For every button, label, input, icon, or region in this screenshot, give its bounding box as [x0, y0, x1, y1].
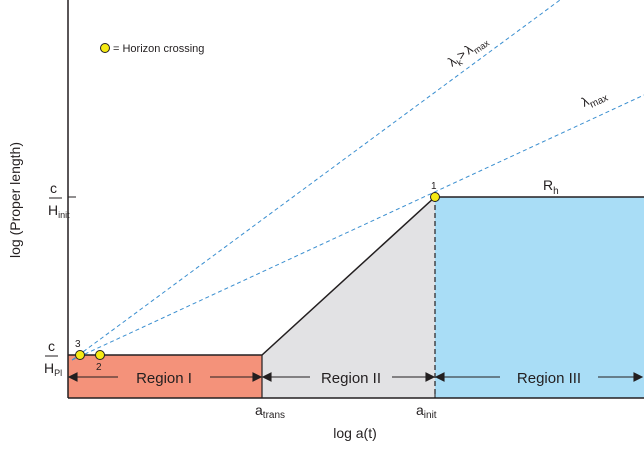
region-2-arrowhead-left: [261, 372, 272, 382]
horizon-crossing-1: [430, 192, 440, 202]
x-axis-label: log a(t): [333, 425, 377, 441]
region-1-arrowhead-right: [252, 372, 263, 382]
x-tick-label-trans: atrans: [255, 402, 285, 421]
lambda-k-label: λk>λmax: [445, 31, 492, 72]
lambda-max-label: λmax: [579, 85, 610, 113]
y-label-c-over-h-init: c Hinit: [48, 180, 70, 220]
region-3-label: Region III: [517, 370, 581, 387]
y-axis-label: log (Proper length): [7, 142, 23, 258]
legend-label: = Horizon crossing: [113, 43, 204, 55]
y-pl-numerator: c: [48, 338, 55, 354]
y-init-denominator: Hinit: [48, 202, 70, 220]
hubble-radius-curve: [68, 196, 644, 356]
lambda-k-line: [71, 0, 561, 361]
y-init-numerator: c: [50, 180, 57, 196]
crossing-label-3: 3: [75, 339, 81, 350]
region-2-arrowhead-right: [425, 372, 436, 382]
region-2-label: Region II: [321, 370, 381, 387]
hubble-radius-label: Rh: [543, 177, 559, 197]
crossing-label-2: 2: [96, 362, 102, 373]
region-3-arrowhead-left: [434, 372, 445, 382]
lambda-max-line: [71, 94, 644, 361]
region-3-arrowhead-right: [633, 372, 644, 382]
horizon-crossing-2: [95, 350, 105, 360]
y-label-c-over-h-pl: c HPl: [44, 338, 62, 378]
horizon-crossing-3: [75, 350, 85, 360]
legend-marker: [100, 43, 110, 53]
region-1-arrowhead-left: [67, 372, 78, 382]
region-1-label: Region I: [136, 370, 192, 387]
y-pl-denominator: HPl: [44, 360, 62, 378]
region-3-fill: [435, 197, 644, 398]
crossing-label-1: 1: [431, 181, 437, 192]
region-2-fill: [262, 197, 435, 398]
x-tick-label-init: ainit: [416, 402, 437, 421]
